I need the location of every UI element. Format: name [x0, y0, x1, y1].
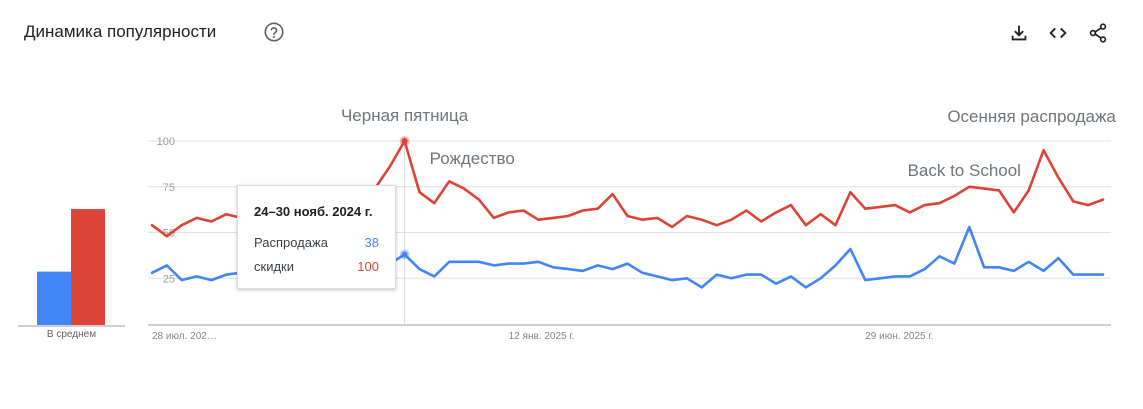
- download-button[interactable]: [1008, 22, 1030, 44]
- tooltip-series-value: 38: [364, 235, 379, 250]
- tooltip-series-value: 100: [357, 259, 379, 274]
- x-tick-label: 12 янв. 2025 г.: [509, 331, 575, 342]
- tooltip-date: 24–30 нояб. 2024 г.: [254, 204, 373, 219]
- share-button[interactable]: [1087, 22, 1109, 44]
- download-icon: [1011, 25, 1027, 41]
- hover-point: [401, 251, 408, 258]
- chart-annotation: Осенняя распродажа: [947, 107, 1116, 126]
- chart-annotation: Back to School: [908, 161, 1021, 180]
- chart-tooltip: 24–30 нояб. 2024 г. Распродажа 38 скидки…: [237, 185, 396, 289]
- x-tick-label: 28 июл. 202…: [152, 331, 217, 342]
- y-tick-label: 75: [163, 182, 175, 194]
- tooltip-series-label: Распродажа: [254, 235, 328, 250]
- share-icon: [1089, 23, 1107, 43]
- chart-annotation: Черная пятница: [341, 106, 469, 125]
- help-circle-icon[interactable]: [263, 21, 285, 43]
- code-icon: [1049, 27, 1067, 39]
- y-tick-label: 100: [157, 136, 175, 148]
- chart-annotation: Рождество: [430, 149, 515, 168]
- average-bar[interactable]: [71, 209, 105, 325]
- average-bar[interactable]: [37, 271, 71, 325]
- average-label: В среднем: [46, 329, 97, 340]
- x-tick-label: 29 июн. 2025 г.: [865, 331, 933, 342]
- hover-point: [401, 138, 408, 144]
- embed-button[interactable]: [1047, 22, 1069, 44]
- tooltip-series-label: скидки: [254, 259, 294, 274]
- y-tick-label: 25: [163, 273, 175, 285]
- page-title: Динамика популярности: [24, 22, 217, 41]
